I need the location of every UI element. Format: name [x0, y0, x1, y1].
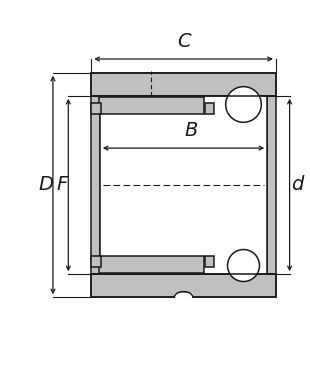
Circle shape	[228, 249, 259, 282]
Bar	[91, 274, 276, 297]
Bar	[91, 256, 100, 268]
Bar	[91, 73, 276, 96]
Bar	[99, 97, 204, 114]
Bar	[205, 256, 214, 268]
Circle shape	[226, 87, 261, 122]
Text: $\mathbf{\mathit{d}}$: $\mathbf{\mathit{d}}$	[291, 175, 306, 195]
Text: $\mathbf{\mathit{C}}$: $\mathbf{\mathit{C}}$	[177, 32, 193, 51]
Bar	[205, 102, 214, 114]
Bar	[174, 293, 193, 299]
Text: $\mathbf{\mathit{F}}$: $\mathbf{\mathit{F}}$	[56, 175, 70, 195]
Bar	[91, 274, 276, 297]
Bar	[91, 96, 100, 274]
Bar	[91, 102, 100, 114]
Bar	[91, 73, 276, 96]
Bar	[99, 256, 204, 273]
Text: $\mathbf{\mathit{D}}$: $\mathbf{\mathit{D}}$	[38, 175, 55, 195]
Text: $\mathbf{\mathit{B}}$: $\mathbf{\mathit{B}}$	[184, 121, 198, 141]
Bar	[267, 96, 276, 274]
Bar	[100, 96, 267, 274]
